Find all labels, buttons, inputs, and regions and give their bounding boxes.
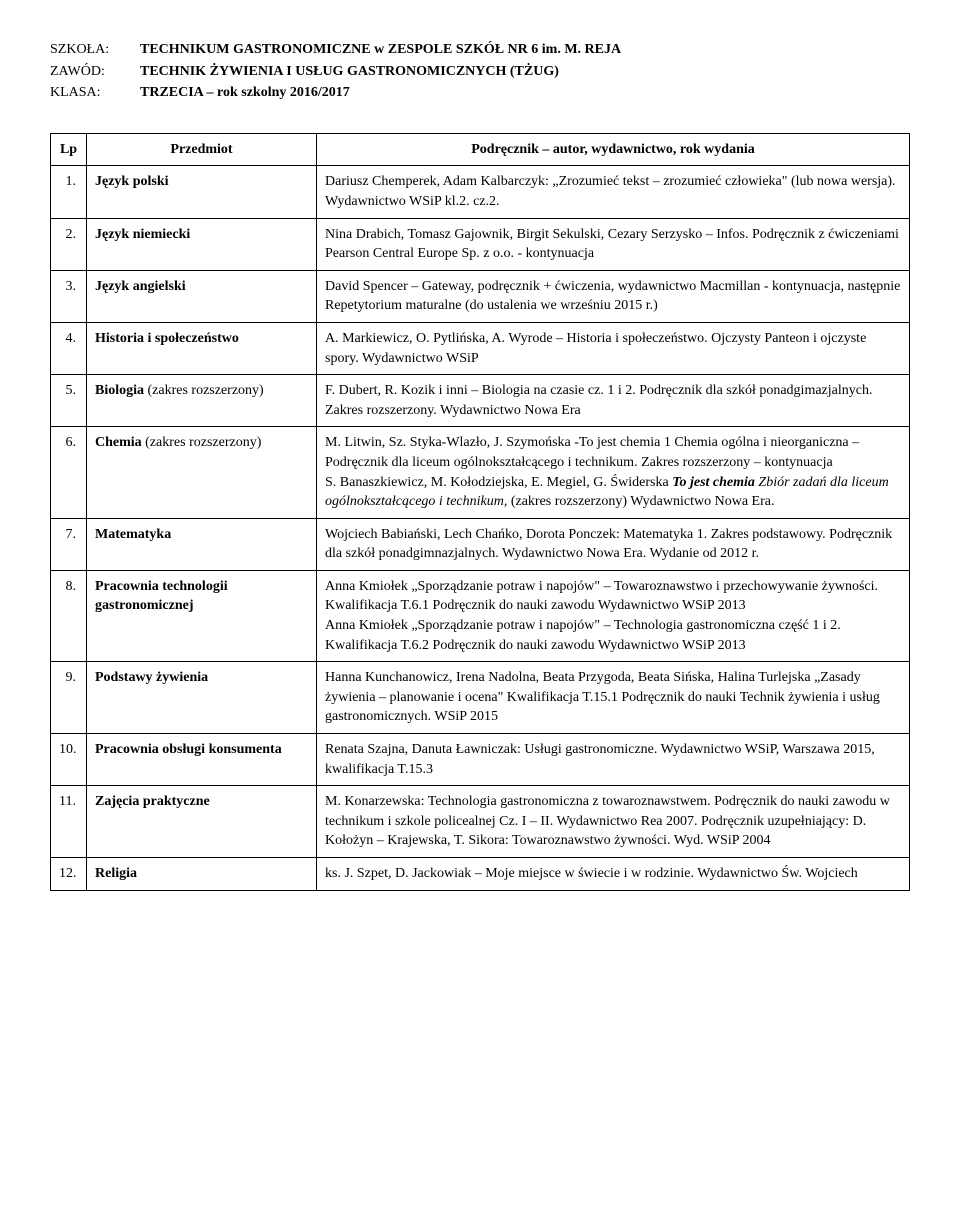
row-subject: Historia i społeczeństwo bbox=[87, 322, 317, 374]
row-num: 2. bbox=[51, 218, 87, 270]
row-book: F. Dubert, R. Kozik i inni – Biologia na… bbox=[317, 375, 910, 427]
row-book: Wojciech Babiański, Lech Chańko, Dorota … bbox=[317, 518, 910, 570]
row-num: 9. bbox=[51, 662, 87, 734]
book-b: Anna Kmiołek „Sporządzanie potraw i napo… bbox=[325, 618, 841, 653]
row-num: 4. bbox=[51, 322, 87, 374]
row-num: 7. bbox=[51, 518, 87, 570]
header-school-row: SZKOŁA: TECHNIKUM GASTRONOMICZNE w ZESPO… bbox=[50, 40, 910, 60]
book-c: (zakres rozszerzony) Wydawnictwo Nowa Er… bbox=[511, 494, 775, 509]
school-label: SZKOŁA: bbox=[50, 40, 140, 60]
row-book: A. Markiewicz, O. Pytlińska, A. Wyrode –… bbox=[317, 322, 910, 374]
row-subject: Pracownia obsługi konsumenta bbox=[87, 734, 317, 786]
col-subject: Przedmiot bbox=[87, 133, 317, 166]
row-book: ks. J. Szpet, D. Jackowiak – Moje miejsc… bbox=[317, 858, 910, 891]
subject-bold: Biologia bbox=[95, 383, 144, 398]
row-num: 12. bbox=[51, 858, 87, 891]
row-num: 6. bbox=[51, 427, 87, 518]
table-row: 7. Matematyka Wojciech Babiański, Lech C… bbox=[51, 518, 910, 570]
document-header: SZKOŁA: TECHNIKUM GASTRONOMICZNE w ZESPO… bbox=[50, 40, 910, 103]
table-row: 6. Chemia (zakres rozszerzony) M. Litwin… bbox=[51, 427, 910, 518]
row-subject: Biologia (zakres rozszerzony) bbox=[87, 375, 317, 427]
class-label: KLASA: bbox=[50, 83, 140, 103]
row-subject: Religia bbox=[87, 858, 317, 891]
header-class-row: KLASA: TRZECIA – rok szkolny 2016/2017 bbox=[50, 83, 910, 103]
row-book: Renata Szajna, Danuta Ławniczak: Usługi … bbox=[317, 734, 910, 786]
table-row: 4. Historia i społeczeństwo A. Markiewic… bbox=[51, 322, 910, 374]
book-bi: To jest chemia bbox=[672, 475, 758, 490]
row-subject: Matematyka bbox=[87, 518, 317, 570]
row-subject: Zajęcia praktyczne bbox=[87, 786, 317, 858]
book-a: M. Litwin, Sz. Styka-Wlazło, J. Szymońsk… bbox=[325, 435, 859, 470]
row-book: Nina Drabich, Tomasz Gajownik, Birgit Se… bbox=[317, 218, 910, 270]
subject-normal: (zakres rozszerzony) bbox=[142, 435, 262, 450]
table-row: 3. Język angielski David Spencer – Gatew… bbox=[51, 270, 910, 322]
row-subject: Chemia (zakres rozszerzony) bbox=[87, 427, 317, 518]
book-b: S. Banaszkiewicz, M. Kołodziejska, E. Me… bbox=[325, 475, 672, 490]
row-book: M. Litwin, Sz. Styka-Wlazło, J. Szymońsk… bbox=[317, 427, 910, 518]
textbook-table: Lp Przedmiot Podręcznik – autor, wydawni… bbox=[50, 133, 910, 891]
row-book: M. Konarzewska: Technologia gastronomicz… bbox=[317, 786, 910, 858]
subject-bold: Chemia bbox=[95, 435, 142, 450]
profession-label: ZAWÓD: bbox=[50, 62, 140, 82]
row-book: David Spencer – Gateway, podręcznik + ćw… bbox=[317, 270, 910, 322]
col-textbook: Podręcznik – autor, wydawnictwo, rok wyd… bbox=[317, 133, 910, 166]
row-book: Anna Kmiołek „Sporządzanie potraw i napo… bbox=[317, 570, 910, 661]
row-num: 3. bbox=[51, 270, 87, 322]
table-row: 12. Religia ks. J. Szpet, D. Jackowiak –… bbox=[51, 858, 910, 891]
row-subject: Podstawy żywienia bbox=[87, 662, 317, 734]
row-num: 10. bbox=[51, 734, 87, 786]
row-book: Dariusz Chemperek, Adam Kalbarczyk: „Zro… bbox=[317, 166, 910, 218]
table-row: 11. Zajęcia praktyczne M. Konarzewska: T… bbox=[51, 786, 910, 858]
class-value: TRZECIA – rok szkolny 2016/2017 bbox=[140, 83, 350, 103]
book-a: Anna Kmiołek „Sporządzanie potraw i napo… bbox=[325, 579, 878, 614]
col-lp: Lp bbox=[51, 133, 87, 166]
table-row: 1. Język polski Dariusz Chemperek, Adam … bbox=[51, 166, 910, 218]
table-row: 9. Podstawy żywienia Hanna Kunchanowicz,… bbox=[51, 662, 910, 734]
table-row: 5. Biologia (zakres rozszerzony) F. Dube… bbox=[51, 375, 910, 427]
row-subject: Język niemiecki bbox=[87, 218, 317, 270]
row-num: 5. bbox=[51, 375, 87, 427]
row-num: 11. bbox=[51, 786, 87, 858]
row-subject: Pracownia technologii gastronomicznej bbox=[87, 570, 317, 661]
profession-value: TECHNIK ŻYWIENIA I USŁUG GASTRONOMICZNYC… bbox=[140, 62, 559, 82]
header-profession-row: ZAWÓD: TECHNIK ŻYWIENIA I USŁUG GASTRONO… bbox=[50, 62, 910, 82]
table-row: 10. Pracownia obsługi konsumenta Renata … bbox=[51, 734, 910, 786]
table-row: 8. Pracownia technologii gastronomicznej… bbox=[51, 570, 910, 661]
row-subject: Język polski bbox=[87, 166, 317, 218]
subject-normal: (zakres rozszerzony) bbox=[144, 383, 264, 398]
row-book: Hanna Kunchanowicz, Irena Nadolna, Beata… bbox=[317, 662, 910, 734]
row-num: 8. bbox=[51, 570, 87, 661]
school-value: TECHNIKUM GASTRONOMICZNE w ZESPOLE SZKÓŁ… bbox=[140, 40, 621, 60]
table-row: 2. Język niemiecki Nina Drabich, Tomasz … bbox=[51, 218, 910, 270]
table-header-row: Lp Przedmiot Podręcznik – autor, wydawni… bbox=[51, 133, 910, 166]
row-subject: Język angielski bbox=[87, 270, 317, 322]
row-num: 1. bbox=[51, 166, 87, 218]
